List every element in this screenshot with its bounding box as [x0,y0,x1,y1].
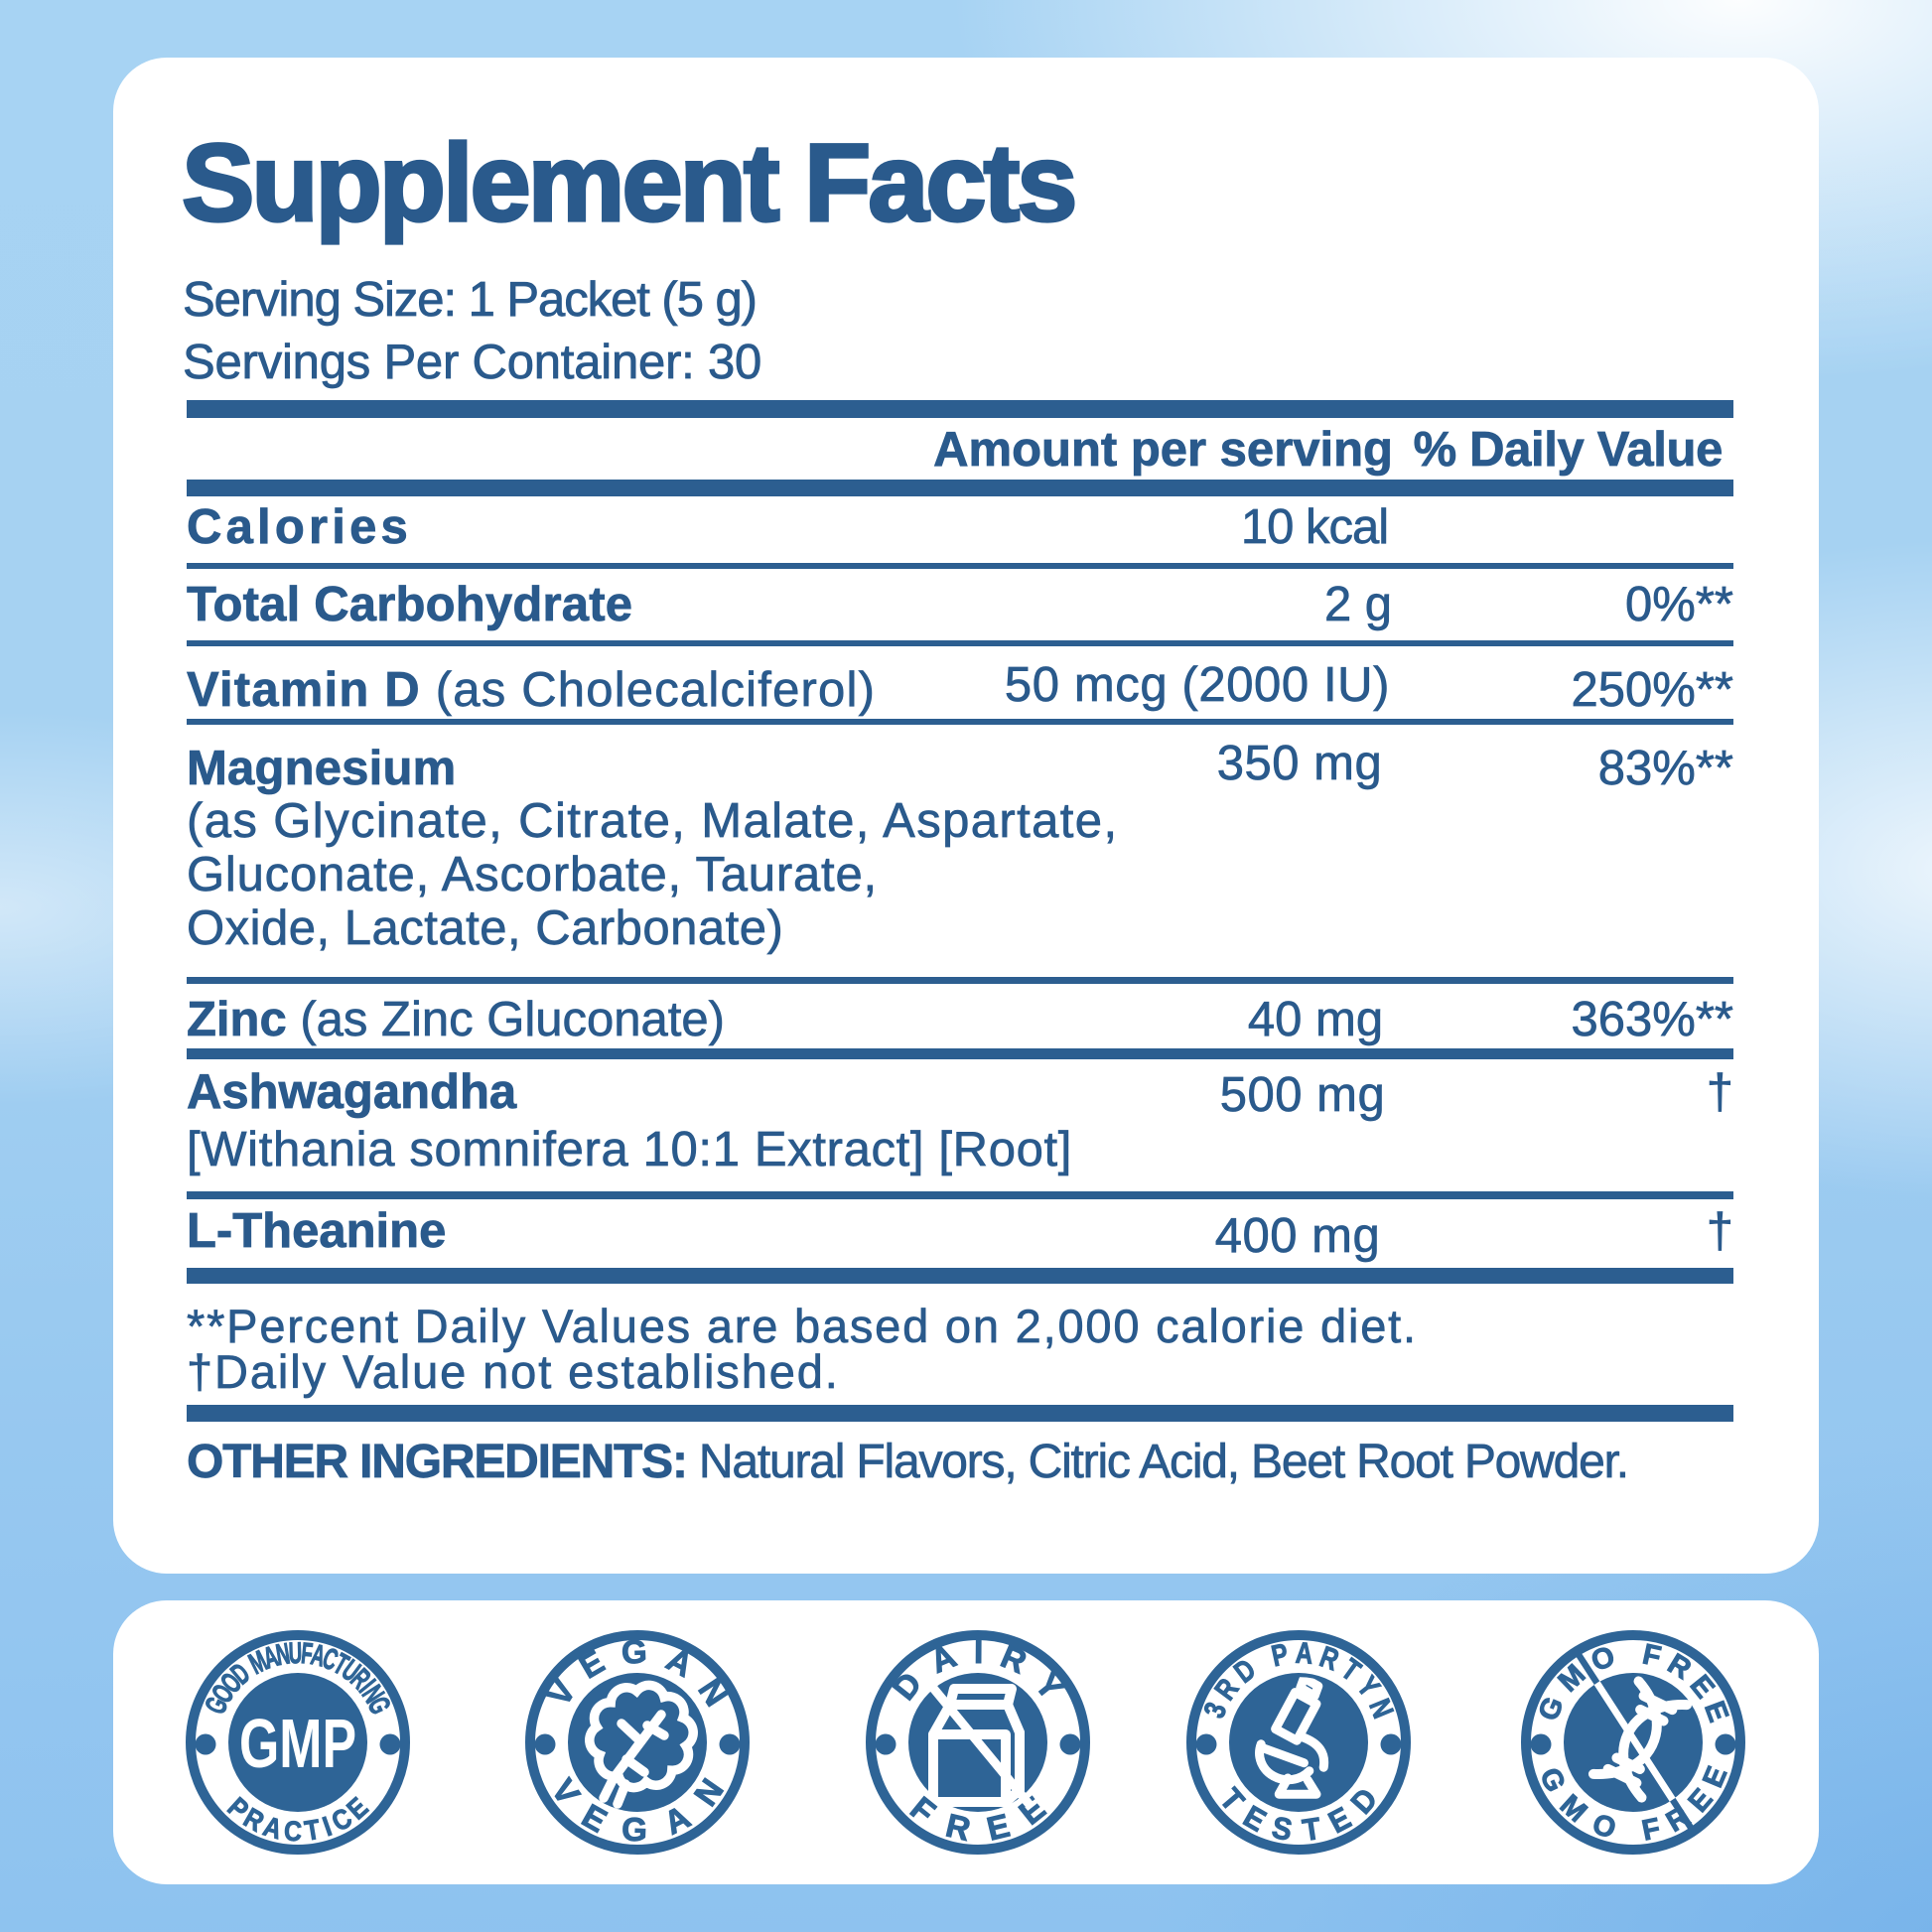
svg-text:A: A [1295,1635,1313,1670]
svg-text:I: I [974,1633,983,1670]
svg-text:O: O [1588,1808,1620,1846]
svg-text:C: C [283,1815,303,1848]
svg-text:P: P [1269,1636,1292,1673]
svg-text:N: N [274,1637,293,1672]
svg-text:G: G [621,1633,647,1671]
svg-text:U: U [288,1636,302,1670]
svg-text:F: F [300,1637,315,1672]
svg-text:T: T [303,1813,323,1847]
svg-text:GMP: GMP [239,1705,356,1782]
svg-text:G: G [621,1811,648,1849]
